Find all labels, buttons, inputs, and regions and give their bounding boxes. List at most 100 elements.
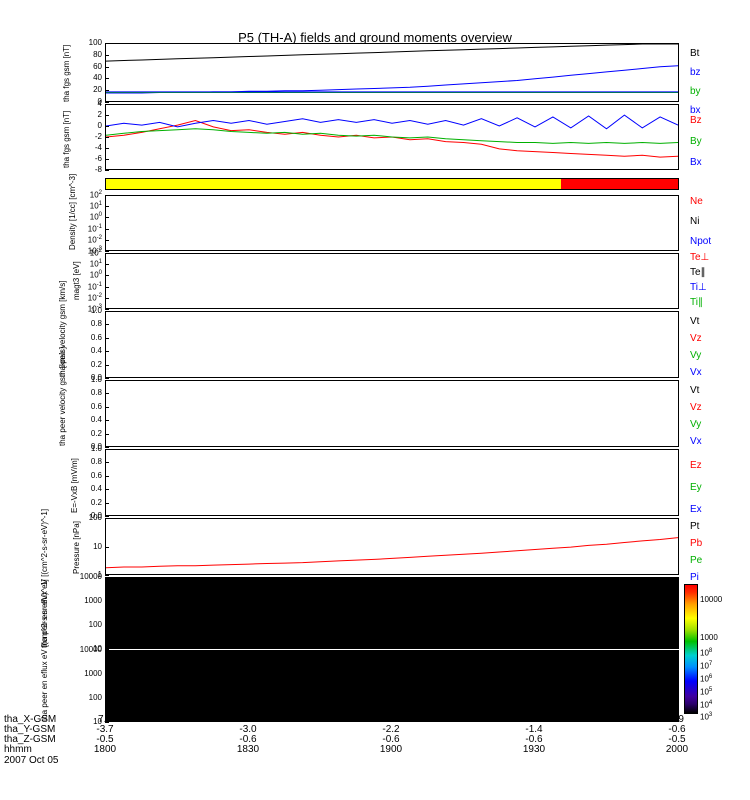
- legend-fgs: Bt bz by bx: [690, 44, 701, 120]
- footer-row-label-3: hhmm: [4, 744, 32, 755]
- tickmark: [105, 502, 109, 504]
- tickmark: [105, 148, 109, 149]
- tickmark: [105, 137, 109, 138]
- legend-item-Ti: Ti∥: [690, 297, 703, 308]
- ytick-peer-5: 0.0: [90, 442, 102, 451]
- footer-value-1-3: -1.4: [525, 724, 543, 735]
- tickmark: [105, 159, 109, 160]
- ytick-efield-3: 0.4: [90, 484, 102, 494]
- tickmark: [105, 251, 109, 252]
- tickmark: [105, 625, 109, 626]
- tickmark: [105, 311, 109, 312]
- ytick-peer_eflux-0: 10000: [79, 645, 102, 654]
- tickmark: [105, 78, 109, 80]
- tickmark: [105, 286, 109, 288]
- footer-value-1-2: -2.2: [382, 724, 400, 735]
- footer-value-0-4: 4.9: [670, 714, 684, 725]
- tickmark: [105, 546, 109, 548]
- ytick-efield-1: 0.8: [90, 457, 102, 467]
- ytick-density-1: 101: [89, 201, 102, 211]
- panel-peer-eflux: [105, 650, 679, 722]
- ytick-fgs2-6: -8: [94, 165, 102, 174]
- panel-efield: [105, 449, 679, 516]
- footer-row-label-0: tha_X-GSM: [4, 714, 57, 725]
- ytick-fgs-0: 100: [88, 38, 102, 47]
- tickmark: [105, 406, 109, 408]
- tickmark: [105, 239, 109, 241]
- ytick-temp-5: 10-3: [87, 304, 102, 314]
- ytick-peer-4: 0.2: [90, 428, 102, 438]
- legend-item-Ne: Ne: [690, 196, 703, 207]
- tickmark: [105, 674, 109, 675]
- ytick-fgs-4: 20: [93, 85, 102, 95]
- ytick-fgs2-2: 0: [97, 121, 102, 130]
- ylabel-peer-eflux: tha peer en eflux eV [(cm^2-s-sr-eV)^-1]: [40, 579, 49, 721]
- tickmark: [105, 206, 109, 208]
- legend-item-Vy: Vy: [690, 350, 702, 361]
- legend-item-Ex: Ex: [690, 504, 702, 515]
- footer-value-0-2: 6.2: [384, 714, 398, 725]
- ytick-temp-2: 100: [89, 270, 102, 281]
- ytick-fgs2-1: 2: [97, 110, 102, 119]
- legend-efield: Ez Ey Ex: [690, 455, 702, 521]
- ytick-peer_eflux-1: 1000: [84, 669, 102, 678]
- legend-item-bz: bz: [690, 67, 701, 78]
- legend-item-Ni: Ni: [690, 216, 700, 227]
- ytick-density-2: 100: [89, 212, 102, 223]
- legend-item-Vx: Vx: [690, 367, 702, 378]
- ytick-peer-0: 1.0: [90, 375, 102, 384]
- tickmark: [105, 228, 109, 230]
- tickmark: [105, 378, 109, 379]
- legend-item-Vt: Vt: [690, 316, 700, 327]
- panel-temperature: [105, 253, 679, 309]
- tickmark: [105, 217, 109, 219]
- legend-item-Te: Te⊥: [690, 252, 710, 263]
- footer-value-1-1: -3.0: [239, 724, 257, 735]
- tickmark: [105, 447, 109, 448]
- ytick-efield-4: 0.2: [90, 497, 102, 507]
- ytick-peir-5: 0.0: [90, 373, 102, 382]
- colorbar-tick-6: 104: [700, 700, 713, 710]
- footer-value-2-1: -0.6: [239, 734, 257, 745]
- tickmark: [105, 420, 109, 422]
- tickmark: [105, 104, 109, 105]
- ytick-peer_eflux-3: 10: [93, 717, 102, 726]
- tickmark: [105, 650, 109, 651]
- ytick-peir_eflux-3: 10: [93, 644, 102, 653]
- ytick-density-4: 10-2: [87, 234, 102, 245]
- legend-temperature: Te⊥ Te∥ Ti⊥ Ti∥: [690, 250, 709, 310]
- tickmark: [105, 351, 109, 353]
- tickmark: [105, 54, 109, 56]
- ytick-fgs-1: 80: [93, 49, 102, 59]
- tickmark: [105, 115, 109, 116]
- tickmark: [105, 43, 109, 44]
- legend-item-bx: bx: [690, 105, 701, 116]
- legend-pressure: Pt Pb Pe Pi: [690, 518, 702, 586]
- ytick-peir-3: 0.4: [90, 346, 102, 356]
- footer-row-label-2: tha_Z-GSM: [4, 734, 56, 745]
- legend-item-Bt: Bt: [690, 48, 700, 59]
- panel-fgs-detail-plot: [106, 114, 678, 158]
- ytick-efield-5: 0.0: [90, 511, 102, 520]
- ytick-temp-0: 102: [89, 248, 102, 258]
- panel-peir-eflux: [105, 577, 679, 649]
- ytick-fgs2-0: 4: [97, 99, 102, 108]
- tickmark: [105, 449, 109, 450]
- legend-item-By: By: [690, 136, 702, 147]
- ytick-fgs-2: 60: [93, 61, 102, 71]
- footer-value-3-4: 2000: [665, 744, 689, 755]
- footer-value-1-4: -0.6: [668, 724, 686, 735]
- ytick-peir-2: 0.6: [90, 332, 102, 342]
- ytick-efield-2: 0.6: [90, 470, 102, 480]
- colorbar-tick-4: 106: [700, 674, 713, 684]
- legend-item-Ez: Ez: [690, 460, 702, 471]
- ytick-pressure-1: 10: [93, 541, 102, 551]
- tickmark: [105, 170, 109, 171]
- tickmark: [105, 337, 109, 339]
- panel-pressure: [105, 518, 679, 575]
- footer-value-1-0: -3.7: [96, 724, 114, 735]
- footer-value-3-2: 1900: [379, 744, 403, 755]
- status-bar: [105, 178, 679, 190]
- panel-density: [105, 195, 679, 251]
- footer-value-0-1: 6.7: [241, 714, 255, 725]
